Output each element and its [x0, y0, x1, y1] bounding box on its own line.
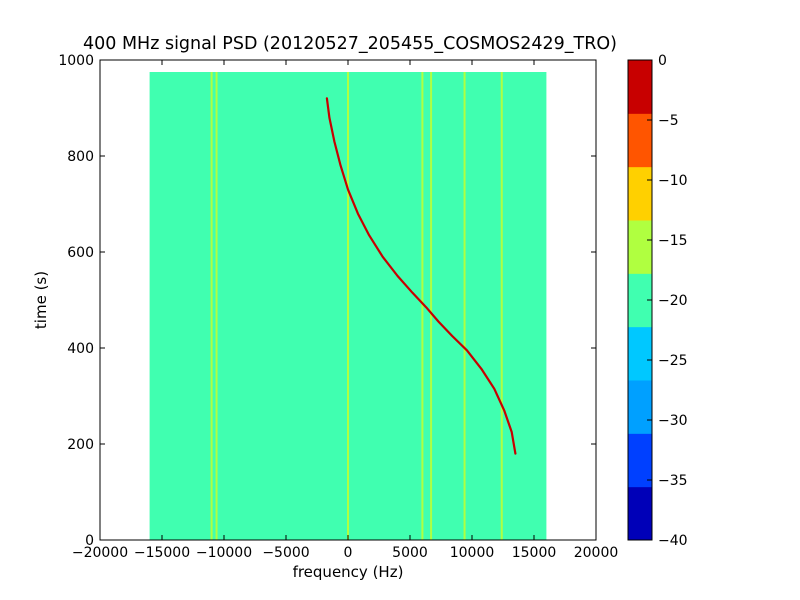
x-tick-label: 15000 — [512, 545, 557, 561]
colorbar-segment — [628, 220, 652, 274]
colorbar-tick-label: −25 — [658, 353, 688, 369]
x-tick-label: 0 — [344, 545, 353, 561]
colorbar-segment — [628, 433, 652, 488]
heatmap-layer — [149, 72, 547, 540]
colorbar-tick-label: −10 — [658, 173, 688, 189]
y-axis-label: time (s) — [32, 271, 50, 329]
x-tick-label: −15000 — [134, 545, 190, 561]
y-tick-label: 1000 — [58, 53, 94, 69]
colorbar-segment — [628, 113, 652, 168]
y-tick-label: 0 — [85, 533, 94, 549]
y-tick-label: 600 — [67, 245, 94, 261]
x-tick-label: 10000 — [450, 545, 495, 561]
colorbar-tick-label: −15 — [658, 233, 688, 249]
y-axis: 0 200 400 600 800 1000 — [58, 53, 596, 549]
colorbar-tick-label: −40 — [658, 533, 688, 549]
colorbar-tick-label: 0 — [658, 53, 667, 69]
x-axis-label: frequency (Hz) — [293, 563, 404, 581]
signal-layer — [325, 97, 517, 455]
x-tick-label: −10000 — [196, 545, 252, 561]
y-tick-label: 800 — [67, 149, 94, 165]
y-tick-label: 400 — [67, 341, 94, 357]
chart-title: 400 MHz signal PSD (20120527_205455_COSM… — [83, 34, 617, 54]
x-tick-label: 5000 — [392, 545, 428, 561]
plot-area — [99, 59, 597, 541]
colorbar-segment — [628, 486, 652, 541]
colorbar-segment — [628, 326, 652, 381]
signal-trace — [325, 97, 517, 455]
colorbar-segment — [628, 166, 652, 221]
x-tick-label: −20000 — [72, 545, 128, 561]
colorbar-segment — [628, 380, 652, 434]
x-tick-label: 20000 — [574, 545, 619, 561]
colorbar-tick-label: −5 — [658, 113, 679, 129]
colorbar-tick-label: −20 — [658, 293, 688, 309]
colorbar-tick-label: −35 — [658, 473, 688, 489]
x-tick-label: −5000 — [262, 545, 309, 561]
colorbar-tick-label: −30 — [658, 413, 688, 429]
x-axis: −20000 −15000 −10000 −5000 0 5000 10000 15000 20… — [72, 60, 618, 561]
y-tick-label: 200 — [67, 437, 94, 453]
colorbar: 0 −5 −10 −15 −20 −25 −30 −35 −40 — [627, 53, 688, 549]
colorbar-segment — [628, 60, 652, 114]
